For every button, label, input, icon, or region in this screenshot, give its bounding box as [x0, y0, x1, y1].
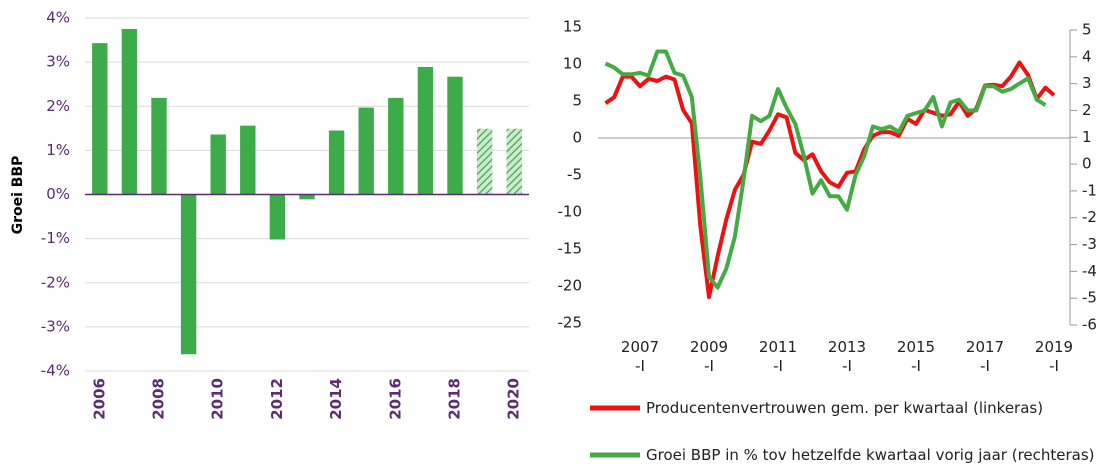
- x-tick-label: 2006: [90, 378, 108, 420]
- y2-tick-label: 1: [1082, 128, 1092, 146]
- x-tick-label: 2015 -I: [896, 338, 936, 375]
- y2-tick-label: -1: [1082, 181, 1097, 199]
- bar: [328, 130, 345, 195]
- line-series: [604, 49, 1047, 290]
- y2-tick-label: 5: [1082, 21, 1092, 39]
- y2-tick-label: 0: [1082, 155, 1092, 173]
- bar: [240, 125, 256, 195]
- bar: [151, 97, 167, 195]
- x-tick-label: 2020: [505, 378, 523, 420]
- y-tick-label: 0%: [46, 185, 70, 203]
- y-tick-label: -4%: [41, 362, 70, 380]
- bar: [388, 97, 404, 195]
- y-tick-label: -5: [567, 166, 582, 184]
- bar: [210, 134, 226, 195]
- x-tick-label: 2013 -I: [827, 338, 867, 375]
- bar: [506, 128, 522, 195]
- x-tick-label: 2009 -I: [689, 338, 729, 375]
- bar: [269, 194, 286, 240]
- bar: [358, 107, 374, 195]
- y2-tick-label: -6: [1082, 316, 1097, 334]
- bar: [180, 194, 197, 355]
- y-tick-label: -15: [558, 240, 583, 258]
- y-tick-label: 15: [563, 18, 582, 36]
- x-tick-label: 2007 -I: [620, 338, 660, 375]
- bar: [417, 66, 434, 195]
- y2-tick-label: -2: [1082, 208, 1097, 226]
- y-tick-label: -2%: [41, 273, 70, 291]
- y-axis-label: Groei BBP: [10, 156, 26, 235]
- y-tick-label: 1%: [46, 141, 70, 159]
- bar: [476, 128, 493, 195]
- y-tick-label: -10: [558, 203, 583, 221]
- x-tick-label: 2011 -I: [758, 338, 798, 375]
- x-tick-label: 2019 -I: [1034, 338, 1074, 375]
- y-tick-label: 2%: [46, 97, 70, 115]
- bar: [447, 76, 463, 195]
- y2-tick-label: 3: [1082, 74, 1092, 92]
- y-tick-label: -3%: [41, 317, 70, 335]
- legend-label: Groei BBP in % tov hetzelfde kwartaal vo…: [646, 446, 1095, 464]
- y2-tick-label: -4: [1082, 262, 1097, 280]
- bar: [299, 194, 315, 200]
- line-series: [604, 60, 1056, 300]
- x-tick-label: 2010: [209, 378, 227, 420]
- x-tick-label: 2016: [386, 378, 404, 420]
- y-tick-label: 3%: [46, 53, 70, 71]
- y2-tick-label: -5: [1082, 289, 1097, 307]
- bar: [92, 43, 108, 195]
- y-tick-label: 5: [572, 92, 582, 110]
- y2-tick-label: -3: [1082, 235, 1097, 253]
- y-tick-label: 0: [572, 129, 582, 147]
- bar: [121, 29, 138, 195]
- y-tick-label: 10: [563, 55, 582, 73]
- y2-tick-label: 2: [1082, 101, 1092, 119]
- y-tick-label: -1%: [41, 229, 70, 247]
- y2-tick-label: 4: [1082, 47, 1092, 65]
- y-tick-label: 4%: [46, 9, 70, 27]
- y-tick-label: -25: [558, 314, 583, 332]
- x-tick-label: 2008: [150, 378, 168, 420]
- x-tick-label: 2017 -I: [965, 338, 1005, 375]
- legend-label: Producentenvertrouwen gem. per kwartaal …: [646, 399, 1044, 417]
- x-tick-label: 2012: [268, 378, 286, 420]
- x-tick-label: 2018: [446, 378, 464, 420]
- y-tick-label: -20: [558, 277, 583, 295]
- x-tick-label: 2014: [327, 378, 345, 420]
